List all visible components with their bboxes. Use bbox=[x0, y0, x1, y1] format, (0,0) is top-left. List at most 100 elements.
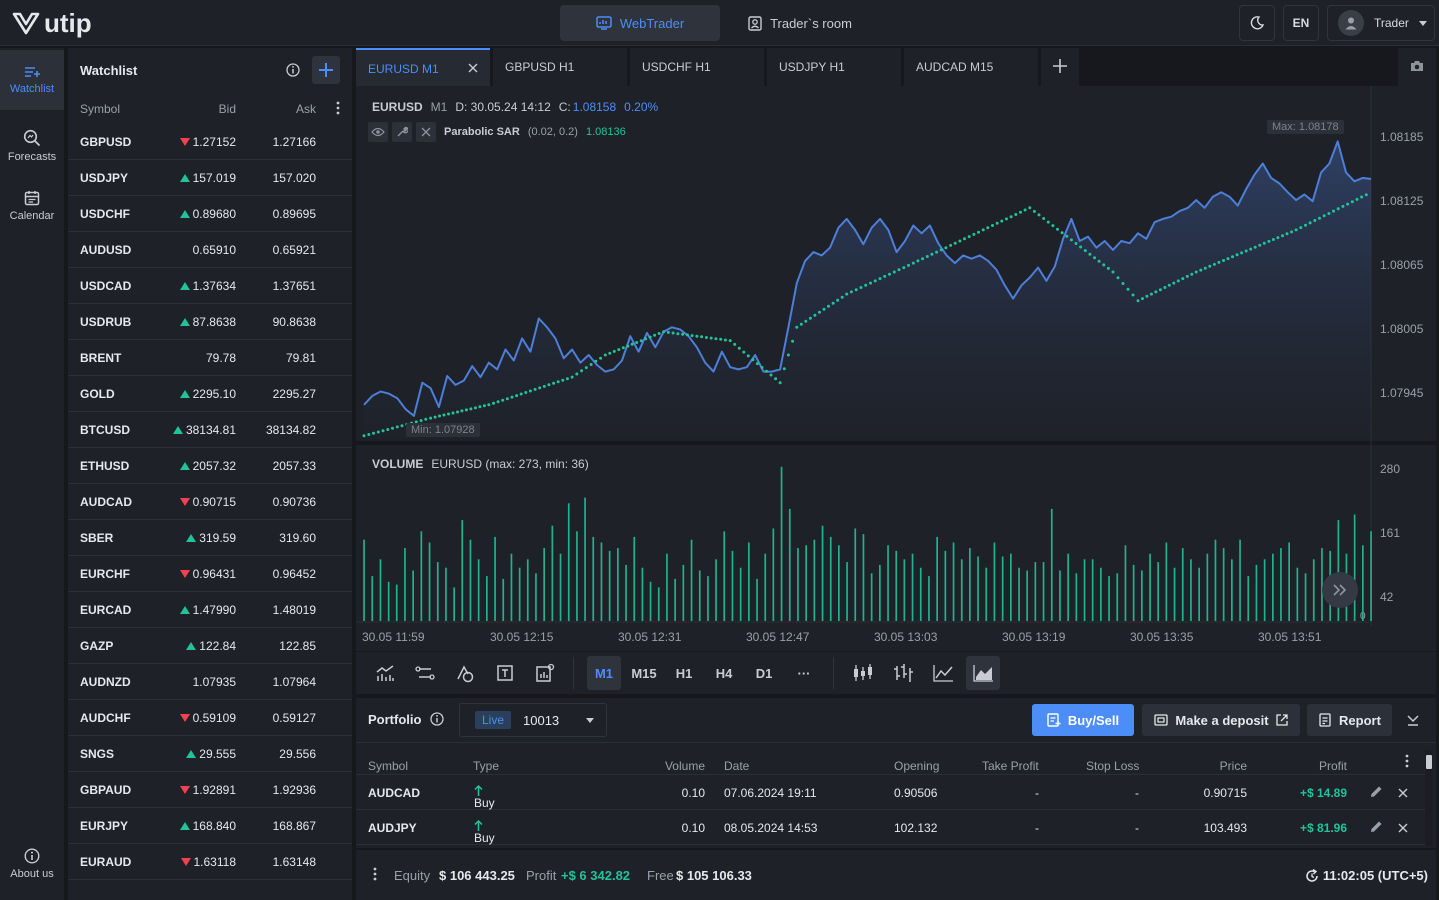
col-take-profit[interactable]: Take Profit bbox=[982, 759, 1039, 773]
watchlist-row[interactable]: GAZP 122.84 122.85 bbox=[68, 628, 352, 664]
watchlist-row[interactable]: SBER 319.59 319.60 bbox=[68, 520, 352, 556]
watchlist-bid: 2057.32 bbox=[179, 459, 236, 473]
watchlist-row[interactable]: EURAUD 1.63118 1.63148 bbox=[68, 844, 352, 880]
chart-tab-gbpusd-h1[interactable]: GBPUSD H1 bbox=[493, 48, 627, 86]
watchlist-row[interactable]: SNGS 29.555 29.556 bbox=[68, 736, 352, 772]
psar-dot bbox=[939, 248, 943, 252]
make-deposit-button[interactable]: Make a deposit bbox=[1142, 704, 1300, 736]
watchlist-row[interactable]: GBPUSD 1.27152 1.27166 bbox=[68, 124, 352, 160]
chart-settings-button[interactable] bbox=[528, 656, 562, 690]
timeframe-h1[interactable]: H1 bbox=[675, 665, 693, 681]
close-tab-icon[interactable] bbox=[468, 62, 478, 76]
indicator-visibility-button[interactable] bbox=[368, 122, 388, 142]
watchlist-row[interactable]: GBPAUD 1.92891 1.92936 bbox=[68, 772, 352, 808]
theme-toggle-button[interactable] bbox=[1239, 5, 1275, 41]
position-row[interactable]: AUDCAD Buy 0.10 07.06.2024 19:11 0.90506 - - 0.… bbox=[356, 775, 1426, 810]
timeframe-d1[interactable]: D1 bbox=[755, 665, 773, 681]
chart-symbol: EURUSD bbox=[372, 100, 423, 114]
account-selector[interactable]: Live 10013 bbox=[459, 703, 607, 737]
edit-position-button[interactable] bbox=[1370, 820, 1383, 836]
bars-button[interactable] bbox=[886, 656, 920, 690]
watchlist-row[interactable]: USDJPY 157.019 157.020 bbox=[68, 160, 352, 196]
drawing-lines-button[interactable] bbox=[408, 656, 442, 690]
watchlist-row[interactable]: AUDUSD 0.65910 0.65921 bbox=[68, 232, 352, 268]
column-ask[interactable]: Ask bbox=[295, 102, 316, 116]
col-opening[interactable]: Opening bbox=[894, 759, 940, 773]
portfolio-info-icon[interactable] bbox=[430, 712, 444, 729]
area-chart-button[interactable] bbox=[966, 656, 1000, 690]
watchlist-row[interactable]: USDCHF 0.89680 0.89695 bbox=[68, 196, 352, 232]
min-label: Min: 1.07928 bbox=[406, 423, 480, 437]
chart-tab-eurusd-m1[interactable]: EURUSD M1 bbox=[356, 48, 490, 86]
indicators-button[interactable] bbox=[368, 656, 402, 690]
psar-dot bbox=[963, 237, 966, 241]
watchlist-row[interactable]: USDRUB 87.8638 90.8638 bbox=[68, 304, 352, 340]
col-volume[interactable]: Volume bbox=[664, 759, 705, 773]
watchlist-row[interactable]: EURJPY 168.840 168.867 bbox=[68, 808, 352, 844]
add-symbol-button[interactable] bbox=[312, 56, 340, 84]
columns-menu-icon[interactable] bbox=[1405, 754, 1409, 771]
col-price[interactable]: Price bbox=[1219, 759, 1247, 773]
sidebar-item-watchlist[interactable]: Watchlist bbox=[0, 50, 64, 110]
add-chart-tab-button[interactable] bbox=[1041, 48, 1079, 86]
watchlist-row[interactable]: AUDCAD 0.90715 0.90736 bbox=[68, 484, 352, 520]
col-symbol[interactable]: Symbol bbox=[368, 759, 409, 773]
column-symbol[interactable]: Symbol bbox=[80, 102, 121, 116]
watchlist-bid-value: 0.90715 bbox=[192, 495, 236, 509]
close-position-button[interactable] bbox=[1398, 787, 1408, 801]
watchlist-row[interactable]: BTCUSD 38134.81 38134.82 bbox=[68, 412, 352, 448]
logo[interactable]: utip bbox=[12, 8, 92, 38]
more-timeframes-button[interactable]: ··· bbox=[797, 665, 811, 681]
scroll-to-latest-button[interactable] bbox=[1322, 572, 1358, 608]
positions-scrollbar[interactable] bbox=[1425, 750, 1433, 846]
tab-traders-room[interactable]: Trader`s room bbox=[732, 5, 868, 41]
text-tool-button[interactable] bbox=[488, 656, 522, 690]
tab-webtrader[interactable]: WebTrader bbox=[560, 5, 720, 41]
sidebar-item-forecasts[interactable]: Forecasts bbox=[0, 116, 64, 176]
chart-tab-label: USDJPY H1 bbox=[779, 60, 845, 74]
close-position-button[interactable] bbox=[1398, 822, 1408, 836]
chart-tab-usdjpy-h1[interactable]: USDJPY H1 bbox=[767, 48, 901, 86]
candles-button[interactable] bbox=[846, 656, 880, 690]
watchlist-row[interactable]: EURCHF 0.96431 0.96452 bbox=[68, 556, 352, 592]
indicator-remove-button[interactable] bbox=[416, 122, 436, 142]
sidebar-item-calendar[interactable]: Calendar bbox=[0, 176, 64, 236]
watchlist-row[interactable]: ETHUSD 2057.32 2057.33 bbox=[68, 448, 352, 484]
psar-dot bbox=[1299, 226, 1303, 230]
indicator-settings-button[interactable] bbox=[392, 122, 412, 142]
screenshot-button[interactable] bbox=[1398, 48, 1436, 86]
watchlist-row[interactable]: AUDCHF 0.59109 0.59127 bbox=[68, 700, 352, 736]
column-bid[interactable]: Bid bbox=[218, 102, 236, 116]
user-menu-button[interactable]: Trader bbox=[1327, 5, 1435, 41]
timeframe-m1[interactable]: M1 bbox=[587, 656, 621, 690]
watchlist-menu-icon[interactable] bbox=[336, 101, 340, 118]
watchlist-row[interactable]: AUDNZD 1.07935 1.07964 bbox=[68, 664, 352, 700]
psar-dot bbox=[1240, 251, 1244, 255]
timeframe-h4[interactable]: H4 bbox=[715, 665, 733, 681]
col-stop-loss[interactable]: Stop Loss bbox=[1086, 759, 1140, 773]
watchlist-row[interactable]: USDCAD 1.37634 1.37651 bbox=[68, 268, 352, 304]
report-button[interactable]: Report bbox=[1307, 704, 1392, 736]
watchlist-row[interactable]: EURCAD 1.47990 1.48019 bbox=[68, 592, 352, 628]
line-chart-button[interactable] bbox=[926, 656, 960, 690]
shapes-button[interactable] bbox=[448, 656, 482, 690]
col-profit[interactable]: Profit bbox=[1318, 759, 1347, 773]
edit-position-button[interactable] bbox=[1370, 785, 1383, 801]
collapse-panel-button[interactable] bbox=[1406, 713, 1420, 730]
position-row[interactable]: AUDJPY Buy 0.10 08.05.2024 14:53 102.132 - - 10… bbox=[356, 810, 1426, 845]
chart-tab-audcad-m15[interactable]: AUDCAD M15 bbox=[904, 48, 1038, 86]
chart-tab-usdchf-h1[interactable]: USDCHF H1 bbox=[630, 48, 764, 86]
timeframe-m15[interactable]: M15 bbox=[631, 665, 657, 681]
col-date[interactable]: Date bbox=[724, 759, 750, 773]
price-chart[interactable]: 1.08185 1.08125 1.08065 1.08005 1.07945 280 1… bbox=[356, 86, 1436, 651]
watchlist-row[interactable]: GOLD 2295.10 2295.27 bbox=[68, 376, 352, 412]
sidebar-item-about[interactable]: About us bbox=[0, 834, 64, 894]
watchlist-row[interactable]: BRENT 79.78 79.81 bbox=[68, 340, 352, 376]
watchlist-info-icon[interactable] bbox=[286, 63, 300, 80]
buy-sell-button[interactable]: Buy/Sell bbox=[1032, 704, 1134, 736]
col-type[interactable]: Type bbox=[473, 759, 500, 773]
language-button[interactable]: EN bbox=[1283, 5, 1319, 41]
chart-area[interactable]: 1.08185 1.08125 1.08065 1.08005 1.07945 280 1… bbox=[356, 86, 1436, 651]
volume-bar bbox=[813, 539, 816, 621]
summary-menu-icon[interactable] bbox=[373, 867, 377, 884]
